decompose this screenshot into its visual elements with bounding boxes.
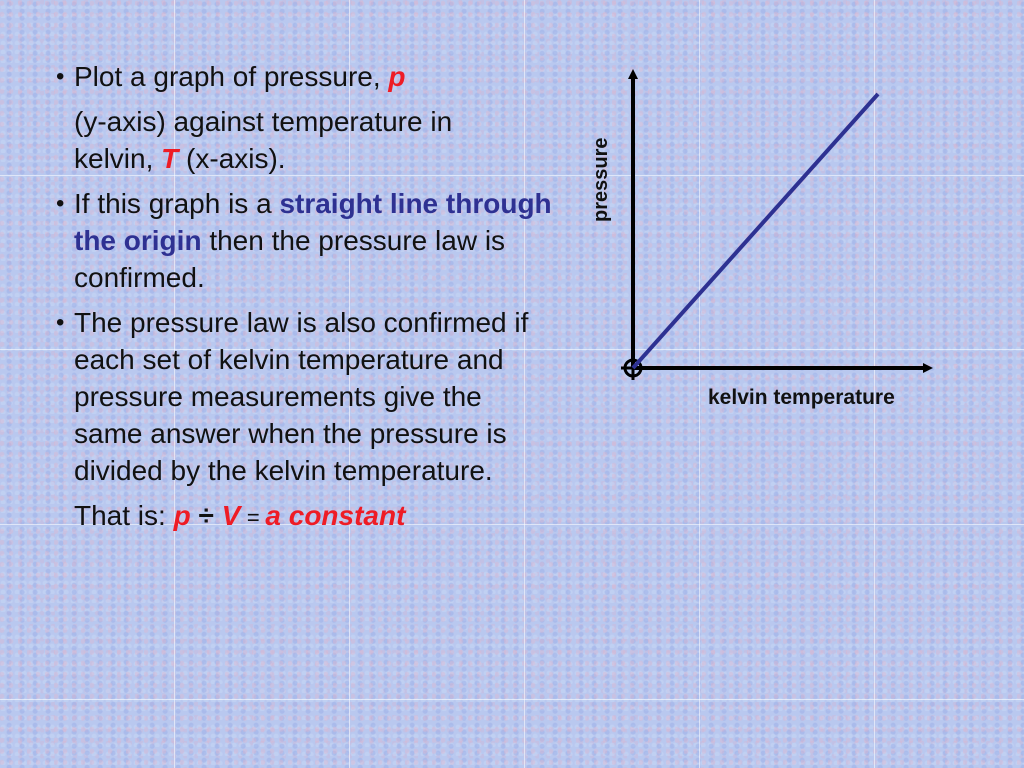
pressure-variable: p xyxy=(388,61,406,92)
y-axis-label: pressure xyxy=(590,137,612,223)
that-is-line: That is: p ÷ V = a constant xyxy=(74,500,406,531)
divide-sign: ÷ xyxy=(190,500,222,531)
bullet-pressure-law: • The pressure law is also confirmed if … xyxy=(52,304,552,489)
bullet-straight-line: • If this graph is a straight line throu… xyxy=(52,185,552,296)
equals-sign: = xyxy=(240,505,266,530)
proportional-line xyxy=(631,92,880,370)
bullet-plot-graph: • Plot a graph of pressure, p (y-axis) a… xyxy=(52,58,552,177)
bullet-dot: • xyxy=(56,309,65,336)
bullet-1-line-1: Plot a graph of pressure, p xyxy=(74,61,406,92)
bullet-1-line-2: (y-axis) against temperature in xyxy=(74,106,453,137)
pressure-temperature-graph xyxy=(560,60,960,420)
bullet-dot: • xyxy=(56,190,65,217)
v-symbol: V xyxy=(221,500,241,531)
constant-text: a constant xyxy=(265,500,406,531)
bullet-1-line-3: kelvin, T (x-axis). xyxy=(74,143,286,174)
bullet-dot: • xyxy=(56,63,65,90)
x-axis-label: kelvin temperature xyxy=(708,386,895,409)
graph-svg xyxy=(621,69,933,380)
straight-line-emphasis: straight line through the origin xyxy=(74,188,552,256)
slide-text: • Plot a graph of pressure, p (y-axis) a… xyxy=(52,58,552,536)
temperature-variable: T xyxy=(161,143,179,174)
p-symbol: p xyxy=(173,500,191,531)
